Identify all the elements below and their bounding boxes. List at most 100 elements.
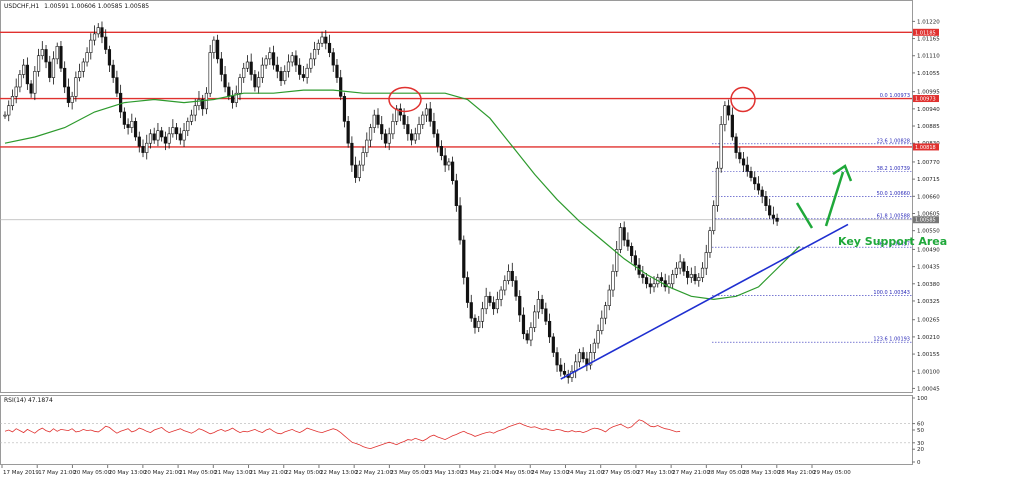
- candle-body: [10, 96, 15, 107]
- price-tick-label: 1.01110: [917, 54, 940, 60]
- candle-body: [160, 130, 164, 138]
- time-tick-label: 27 May 13:00: [637, 470, 675, 476]
- candle-body: [18, 74, 22, 88]
- time-tick-label: 24 May 21:00: [566, 470, 604, 476]
- candle-body: [133, 121, 138, 138]
- candle-body: [659, 277, 664, 281]
- candle-body: [96, 27, 100, 35]
- candle-body: [473, 317, 477, 328]
- candle-body: [615, 249, 619, 272]
- candle-body: [674, 267, 678, 275]
- candle-body: [197, 99, 201, 107]
- candle-body: [626, 239, 630, 247]
- price-tick-label: 1.00885: [917, 124, 940, 130]
- candle-body: [294, 55, 298, 66]
- candle-body: [525, 333, 529, 341]
- candle-body: [723, 105, 727, 125]
- candle-body: [622, 227, 626, 241]
- fib-level-label: 61.8 1.00588: [877, 213, 910, 219]
- down-leg-arrow: [795, 202, 814, 229]
- candle-body: [652, 283, 656, 288]
- candle-body: [592, 342, 596, 353]
- candle-body: [697, 277, 701, 281]
- candle-body: [589, 352, 593, 366]
- price-tick-label: 1.00045: [917, 386, 940, 392]
- candles: [3, 21, 779, 384]
- candle-body: [391, 121, 395, 135]
- candle-body: [230, 96, 235, 103]
- price-tick-label: 1.00100: [917, 369, 940, 375]
- candle-body: [339, 77, 343, 97]
- candle-body: [115, 77, 119, 94]
- time-tick-label: 20 May 05:00: [73, 470, 111, 476]
- candle-body: [465, 277, 470, 303]
- candle-body: [678, 261, 682, 269]
- support-trendline: [560, 223, 849, 380]
- candle-body: [357, 164, 361, 178]
- candle-body: [365, 139, 369, 153]
- candle-body: [66, 86, 71, 103]
- fib-level-label: 38.2 1.00739: [877, 166, 910, 172]
- candle-body: [741, 158, 746, 166]
- price-tick-label: 1.00940: [917, 107, 940, 113]
- time-tick-label: 27 May 21:00: [672, 470, 710, 476]
- level-tag-label: 1.00973: [915, 97, 936, 103]
- candle-body: [768, 205, 772, 216]
- candle-body: [89, 39, 93, 53]
- time-tick-label: 20 May 13:00: [109, 470, 147, 476]
- bounce-arrows: [795, 164, 853, 229]
- candle-body: [174, 127, 179, 135]
- candle-body: [533, 311, 537, 328]
- candle-body: [771, 214, 775, 219]
- fib-level-label: 76.4 1.00497: [877, 242, 910, 248]
- symbol-label: USDCHF,H1: [4, 3, 39, 10]
- candle-body: [92, 33, 97, 41]
- price-tick-label: 1.00550: [917, 229, 940, 235]
- rsi-tick-label: 20: [917, 447, 924, 453]
- time-tick-label: 22 May 21:00: [355, 470, 393, 476]
- candle-body: [298, 64, 302, 75]
- candle-body: [81, 61, 85, 72]
- candle-body: [738, 152, 742, 160]
- candle-body: [450, 161, 455, 181]
- candle-body: [327, 42, 332, 53]
- swing-high-circle: [730, 86, 756, 113]
- level-tag: [913, 143, 939, 151]
- time-tick-label: 24 May 13:00: [531, 470, 569, 476]
- rsi-line: [4, 419, 681, 450]
- time-tick-label: 24 May 05:00: [496, 470, 534, 476]
- chart-header: USDCHF,H1 1.00591 1.00606 1.00585 1.0058…: [4, 3, 149, 10]
- candle-body: [562, 370, 567, 375]
- candle-body: [85, 52, 89, 63]
- candle-body: [286, 61, 291, 72]
- candle-body: [398, 108, 402, 116]
- key-support-annotation: Key Support Area: [838, 235, 947, 248]
- candle-body: [312, 49, 317, 60]
- candle-body: [253, 74, 257, 88]
- candle-body: [201, 99, 205, 110]
- candle-body: [727, 105, 731, 116]
- candle-body: [734, 136, 738, 153]
- candle-body: [29, 83, 33, 94]
- fib-level-label: 23.6 1.00828: [877, 138, 910, 144]
- candle-body: [163, 136, 167, 144]
- candle-body: [503, 280, 507, 291]
- candle-body: [536, 299, 540, 313]
- candle-body: [275, 64, 279, 72]
- candle-body: [499, 289, 503, 300]
- candle-body: [704, 252, 708, 269]
- candle-body: [555, 352, 559, 366]
- candle-body: [264, 58, 268, 66]
- candle-body: [387, 133, 391, 144]
- candle-body: [104, 36, 108, 50]
- candle-body: [227, 86, 231, 97]
- candle-body: [257, 77, 261, 88]
- up-arrow-shaft: [824, 171, 845, 227]
- time-tick-label: 21 May 05:00: [179, 470, 217, 476]
- time-tick-label: 23 May 13:00: [426, 470, 464, 476]
- up-arrow-head: [832, 164, 853, 182]
- price-tick-label: 1.01165: [917, 37, 940, 43]
- candle-body: [316, 42, 320, 50]
- candle-body: [268, 52, 272, 60]
- price-tick-label: 1.00715: [917, 177, 940, 183]
